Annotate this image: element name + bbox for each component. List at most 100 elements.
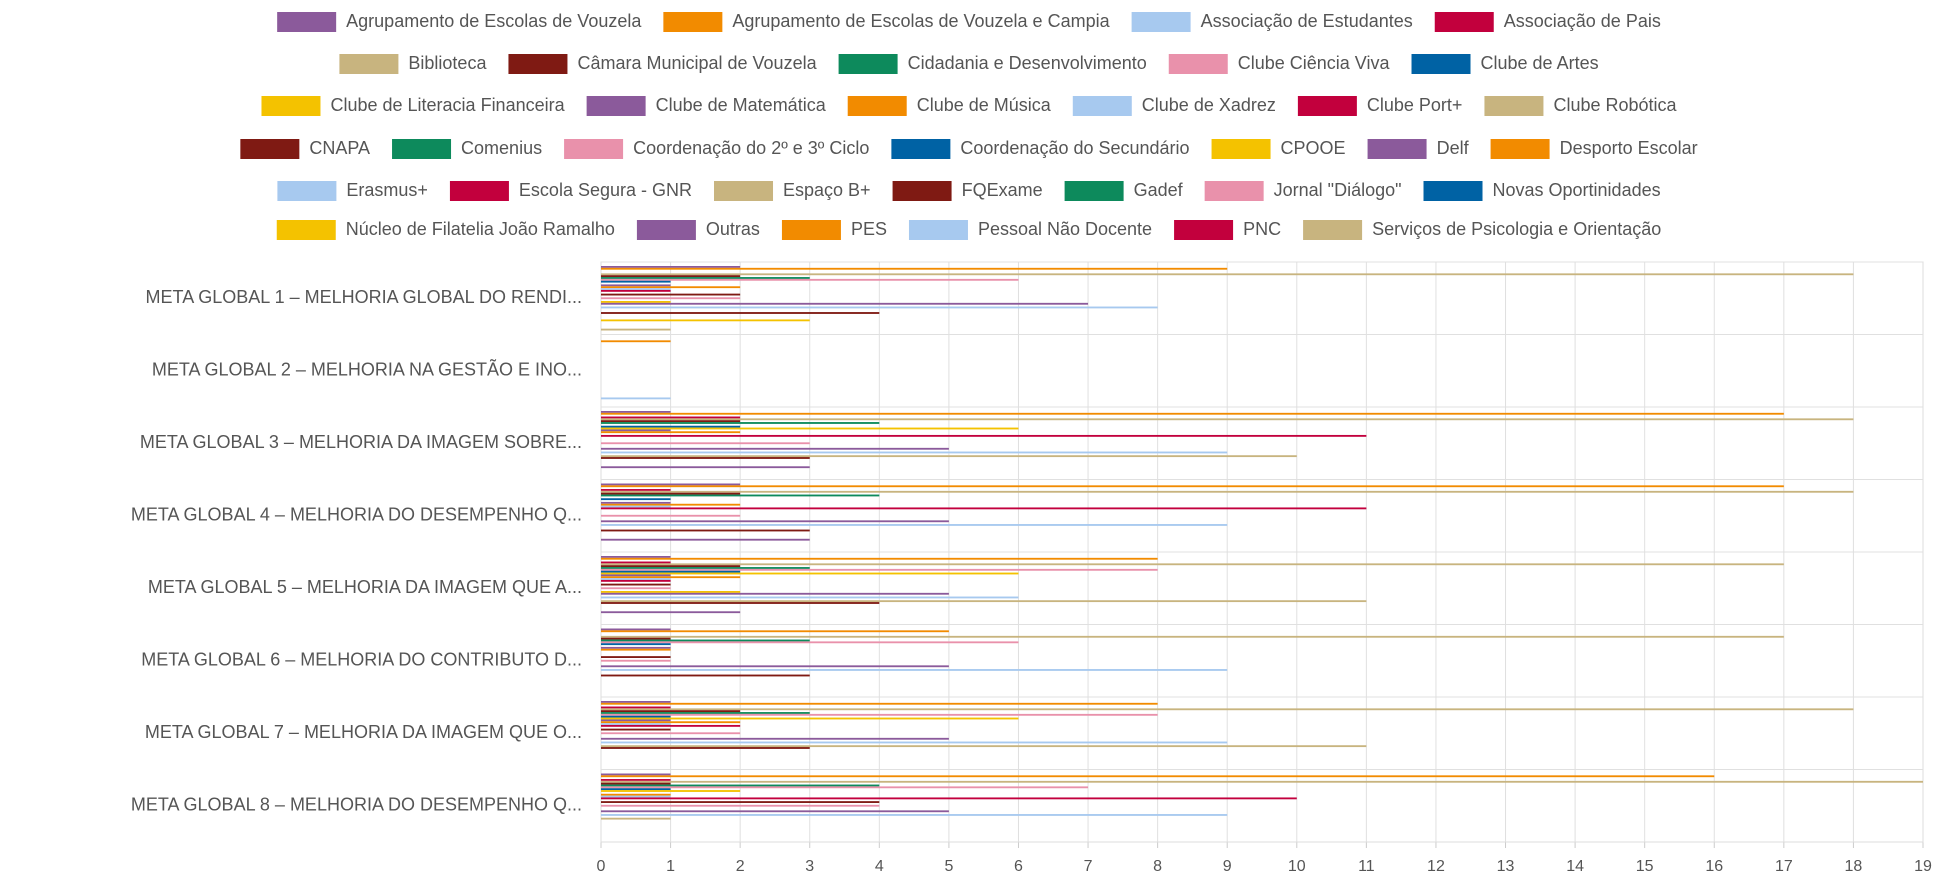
x-tick-label: 10 (1288, 858, 1306, 875)
bar (601, 563, 1784, 566)
legend-swatch (1297, 96, 1357, 116)
bar (601, 641, 1019, 644)
x-tick-label: 15 (1636, 858, 1654, 875)
bar (601, 483, 741, 486)
bar (601, 267, 1228, 270)
bar (601, 773, 671, 776)
legend-label: Associação de Pais (1504, 11, 1661, 31)
bar (601, 319, 810, 322)
legend-label: Agrupamento de Escolas de Vouzela e Camp… (732, 11, 1110, 31)
bar (601, 289, 671, 292)
legend-swatch (261, 96, 321, 116)
bar (601, 637, 671, 640)
bar (601, 732, 741, 735)
bar (601, 713, 1158, 716)
bar (601, 425, 741, 428)
bar (601, 712, 810, 714)
bar (601, 723, 671, 725)
bar (601, 578, 671, 580)
bar (601, 656, 671, 658)
bar (601, 790, 741, 792)
legend-label: Coordenação do Secundário (960, 138, 1189, 158)
legend-label: Gadef (1134, 180, 1184, 200)
bar (601, 302, 1089, 305)
legend-label: Clube Port+ (1367, 95, 1463, 115)
bar (601, 710, 741, 713)
x-tick-label: 13 (1497, 858, 1515, 875)
bar (601, 665, 949, 668)
bar (601, 817, 671, 820)
x-tick-label: 18 (1845, 858, 1863, 875)
legend-swatch (1411, 54, 1471, 74)
legend-label: Câmara Municipal de Vouzela (577, 53, 817, 73)
legend-swatch (908, 220, 968, 240)
legend-swatch (714, 181, 774, 201)
bar (601, 557, 1158, 560)
x-tick-label: 4 (875, 858, 884, 875)
y-tick-label: META GLOBAL 5 – MELHORIA DA IMAGEM QUE A… (148, 577, 582, 597)
bar (601, 492, 741, 495)
bar (601, 275, 741, 278)
legend-label: Desporto Escolar (1560, 138, 1698, 158)
bar (601, 427, 1019, 430)
bar (601, 795, 671, 798)
bar (601, 494, 880, 497)
bar (601, 278, 1019, 281)
bar (601, 600, 1367, 603)
legend-swatch (1423, 181, 1483, 201)
bar (601, 596, 1019, 599)
bar (601, 561, 671, 564)
bar (601, 490, 1854, 493)
bar (601, 801, 880, 803)
legend-label: CNAPA (309, 138, 370, 158)
legend-label: Pessoal Não Docente (978, 219, 1152, 239)
bar (601, 451, 1228, 454)
x-tick-label: 16 (1705, 858, 1723, 875)
bar (601, 280, 671, 283)
bar (601, 587, 671, 590)
bar (601, 297, 741, 300)
legend-label: Clube de Literacia Financeira (330, 95, 565, 115)
bar (601, 556, 671, 558)
bar (601, 565, 741, 568)
bar (601, 706, 671, 709)
legend-label: PES (851, 219, 887, 239)
x-tick-label: 9 (1223, 858, 1232, 875)
legend-row: Núcleo de Filatelia João Ramalho Outras PE… (276, 219, 1661, 240)
bar (601, 635, 1784, 638)
bar (601, 741, 1228, 744)
legend-row: CNAPA Comenius Coordenação do 2º e 3º Cicl… (240, 138, 1698, 159)
bar (601, 538, 810, 541)
legend-swatch (277, 12, 337, 32)
bar (601, 737, 949, 740)
legend-swatch (1168, 54, 1228, 74)
bar (601, 572, 1019, 575)
bar (601, 312, 880, 314)
legend-swatch (1490, 139, 1550, 159)
legend-swatch (838, 54, 898, 74)
legend-swatch (586, 96, 646, 116)
bar (601, 570, 741, 573)
legend-swatch (781, 220, 841, 240)
bar (601, 277, 810, 279)
legend-swatch (240, 139, 300, 159)
legend-label: Biblioteca (408, 53, 487, 73)
bar (601, 814, 1228, 816)
bar (601, 630, 949, 633)
bar (601, 457, 810, 459)
x-tick-label: 11 (1358, 858, 1375, 875)
legend-label: Coordenação do 2º e 3º Ciclo (633, 138, 869, 158)
bar (601, 501, 671, 504)
bar (601, 639, 810, 642)
legend-swatch (1367, 139, 1427, 159)
bar (601, 328, 671, 331)
legend-label: Serviços de Psicologia e Orientação (1372, 219, 1661, 239)
bar (601, 422, 880, 424)
bar (601, 520, 949, 523)
y-tick-label: META GLOBAL 4 – MELHORIA DO DESEMPENHO Q… (131, 505, 582, 525)
bar (601, 717, 1019, 720)
bar (601, 659, 671, 662)
bar (601, 788, 671, 791)
legend-swatch (847, 96, 907, 116)
legend-swatch (636, 220, 696, 240)
